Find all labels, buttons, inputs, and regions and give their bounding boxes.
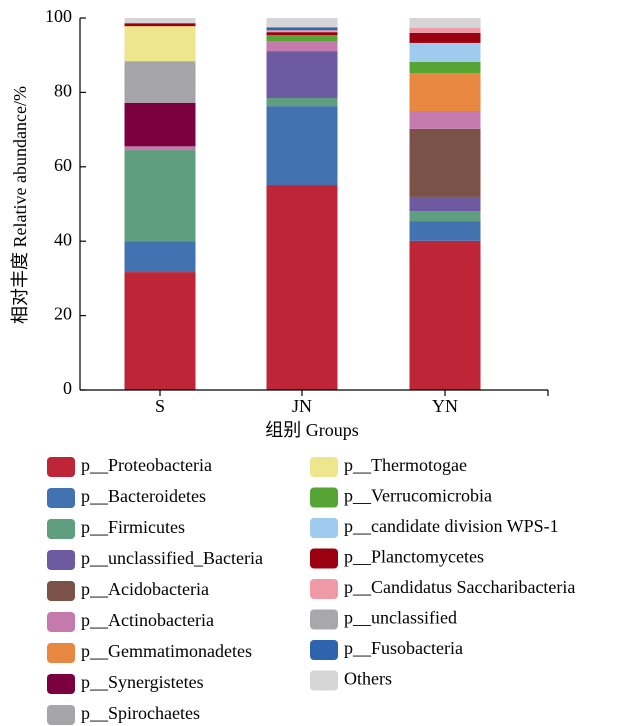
legend-swatch bbox=[310, 457, 338, 477]
legend-label: p__Gemmatimonadetes bbox=[81, 641, 252, 661]
bar-segment bbox=[409, 111, 481, 129]
legend-label: p__unclassified_Bacteria bbox=[81, 548, 263, 568]
bar-segment bbox=[124, 23, 196, 27]
x-axis-label: 组别 Groups bbox=[265, 420, 359, 440]
bar-segment bbox=[266, 97, 338, 107]
bar-segment bbox=[266, 51, 338, 98]
y-axis-label: 相对丰度 Relative abundance/% bbox=[10, 86, 30, 324]
bar-segment bbox=[409, 221, 481, 241]
legend-label: p__Proteobacteria bbox=[81, 455, 212, 475]
x-tick-label: JN bbox=[292, 396, 312, 416]
y-tick-label: 40 bbox=[54, 229, 72, 249]
bar-segment bbox=[409, 32, 481, 43]
legend-label: p__Planctomycetes bbox=[344, 547, 484, 567]
legend-label: p__Verrucomicrobia bbox=[344, 486, 492, 506]
legend-label: p__Bacteroidetes bbox=[81, 486, 206, 506]
legend-swatch bbox=[47, 705, 75, 725]
legend-label: p__Acidobacteria bbox=[81, 579, 209, 599]
legend-label: p__candidate division WPS-1 bbox=[344, 516, 559, 536]
legend-swatch bbox=[47, 581, 75, 601]
legend-swatch bbox=[47, 612, 75, 632]
bar-segment bbox=[124, 150, 196, 242]
bar-segment bbox=[266, 30, 338, 33]
bar-segment bbox=[266, 106, 338, 186]
legend-swatch bbox=[310, 640, 338, 660]
bar-segment bbox=[266, 185, 338, 390]
legend-swatch bbox=[310, 548, 338, 569]
legend-label: p__Firmicutes bbox=[81, 517, 185, 537]
bar-segment bbox=[409, 128, 481, 197]
bar-segment bbox=[124, 18, 196, 24]
bar-segment bbox=[124, 241, 196, 273]
bar-segment bbox=[124, 272, 196, 390]
bar-segment bbox=[409, 42, 481, 62]
bar-segment bbox=[409, 18, 481, 29]
legend-swatch bbox=[310, 518, 338, 538]
legend-label: p__Actinobacteria bbox=[81, 610, 214, 630]
bar-segment bbox=[409, 28, 481, 33]
legend-swatch bbox=[47, 457, 75, 477]
legend-swatch bbox=[47, 488, 75, 508]
bar-segment bbox=[124, 102, 196, 147]
bar-segment bbox=[409, 73, 481, 111]
legend-swatch bbox=[47, 550, 75, 570]
bar-segment bbox=[409, 196, 481, 212]
bar-segment bbox=[124, 61, 196, 103]
legend-swatch bbox=[310, 609, 338, 630]
legend-label: p__unclassified bbox=[344, 608, 457, 628]
bar-segment bbox=[409, 61, 481, 74]
legend-label: p__Candidatus Saccharibacteria bbox=[344, 577, 575, 597]
legend-label: p__Synergistetes bbox=[81, 672, 204, 692]
y-tick-label: 0 bbox=[63, 378, 72, 398]
y-tick-label: 100 bbox=[45, 6, 72, 26]
legend-swatch bbox=[47, 674, 75, 694]
x-tick-label: YN bbox=[432, 396, 458, 416]
legend-label: p__Thermotogae bbox=[344, 455, 467, 475]
x-tick-label: S bbox=[155, 396, 165, 416]
legend-swatch bbox=[47, 643, 75, 663]
bar-segment bbox=[266, 18, 338, 28]
legend-swatch bbox=[47, 519, 75, 539]
bar-segment bbox=[124, 26, 196, 62]
bar-segment bbox=[266, 35, 338, 42]
legend-swatch bbox=[310, 487, 338, 508]
legend-label: p__Spirochaetes bbox=[81, 703, 200, 723]
legend-swatch bbox=[310, 670, 338, 691]
y-tick-label: 60 bbox=[54, 155, 72, 175]
bar-segment bbox=[266, 41, 338, 52]
y-tick-label: 80 bbox=[54, 81, 72, 101]
y-tick-label: 20 bbox=[54, 304, 72, 324]
bar-segment bbox=[124, 146, 196, 151]
bar-segment bbox=[266, 27, 338, 31]
legend-label: p__Fusobacteria bbox=[344, 638, 463, 658]
legend-label: Others bbox=[344, 669, 392, 689]
bar-segment bbox=[409, 240, 481, 390]
legend-swatch bbox=[310, 579, 338, 599]
bar-segment bbox=[409, 211, 481, 222]
bar-segment bbox=[266, 32, 338, 36]
